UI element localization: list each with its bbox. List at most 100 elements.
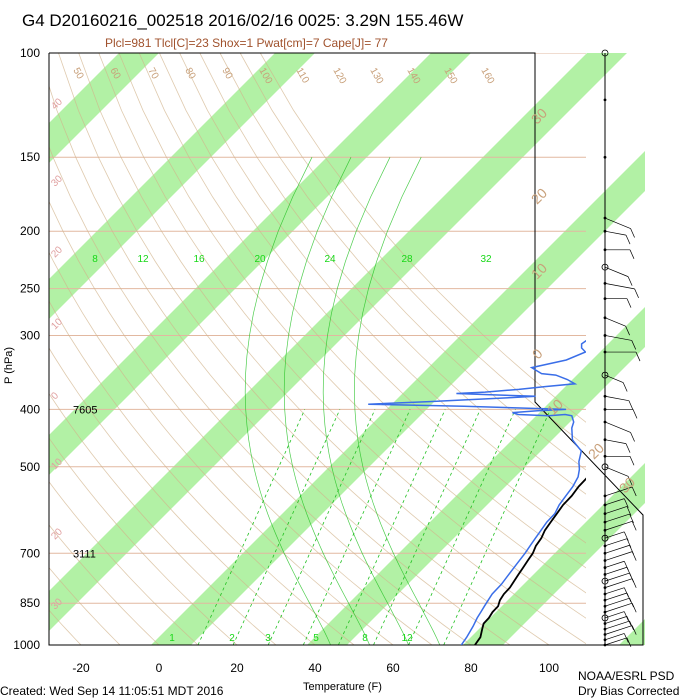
wind-barb xyxy=(604,283,635,290)
mixing-ratio-line xyxy=(338,409,446,645)
y-tick-label: 200 xyxy=(20,224,40,238)
dry-adiabat xyxy=(49,145,472,645)
mixing-ratio-line xyxy=(267,409,376,645)
mixing-ratio-lines xyxy=(197,157,551,645)
dry-adiabat xyxy=(49,567,121,645)
dry-adiabat xyxy=(49,300,355,645)
isotherm-band xyxy=(151,151,645,645)
sounding-series xyxy=(368,297,681,645)
dry-adiabat-label: 60 xyxy=(107,66,122,82)
wind-barb-feather xyxy=(625,326,630,336)
wind-barb-feather xyxy=(631,578,637,588)
wind-level-dot xyxy=(603,98,607,102)
wind-barb-feather xyxy=(626,298,632,308)
wind-barb-feather xyxy=(626,506,632,516)
dry-adiabat xyxy=(259,53,586,423)
wind-barb xyxy=(604,578,633,588)
dry-adiabat xyxy=(239,53,586,447)
dry-adiabat xyxy=(78,53,586,645)
wind-barb xyxy=(604,587,625,595)
mixing-ratio-bottom-label: 8 xyxy=(362,633,368,644)
wind-barb-feather xyxy=(629,598,634,608)
isotherm-band xyxy=(49,53,159,163)
mixing-ratio-label: 8 xyxy=(92,254,98,265)
dry-adiabat xyxy=(219,53,586,471)
y-axis-ticks: 100 150 200 250 300 400 500 700 850 1000 xyxy=(13,46,40,652)
wind-barb xyxy=(604,560,625,568)
moist-adiabat xyxy=(354,157,441,645)
mixing-ratio-label: 20 xyxy=(254,254,266,265)
wind-barb xyxy=(604,395,629,402)
left-temp-label: 30 xyxy=(49,173,65,189)
mixing-ratio-label: 32 xyxy=(480,254,492,265)
chart-subtitle: Plcl=981 Tlcl[C]=23 Shox=1 Pwat[cm]=7 Ca… xyxy=(105,36,388,50)
dry-adiabat xyxy=(49,347,316,645)
wind-barb-feather xyxy=(623,531,629,541)
isotherm-band xyxy=(49,53,471,475)
wind-barb xyxy=(604,513,630,523)
x-tick-label: -20 xyxy=(72,661,90,675)
wind-barb xyxy=(604,374,624,383)
wind-barb xyxy=(604,625,633,635)
wind-barb-feather xyxy=(630,228,635,238)
wind-barb-feather xyxy=(631,486,637,497)
calm-wind-marker xyxy=(601,263,609,271)
dry-adiabat-label: 160 xyxy=(478,66,496,86)
dry-adiabat-lines xyxy=(49,53,586,645)
mixing-ratio-label: 28 xyxy=(401,254,413,265)
mixing-ratio-bottom-label: 2 xyxy=(229,633,235,644)
moist-adiabat xyxy=(322,157,409,645)
x-tick-label: 20 xyxy=(230,661,244,675)
dry-adiabat-label: 50 xyxy=(70,66,85,82)
x-tick-label: 80 xyxy=(464,661,478,675)
wind-barb xyxy=(604,620,630,630)
x-tick-label: 40 xyxy=(308,661,322,675)
y-tick-label: 300 xyxy=(20,328,40,342)
wind-barb-feather xyxy=(627,476,633,486)
isotherm-band xyxy=(49,53,315,319)
skewed-temp-label: 0 xyxy=(529,345,546,362)
calm-wind-marker xyxy=(601,534,609,542)
mixing-ratio-bottom-label: 1 xyxy=(169,633,175,644)
calm-wind-marker xyxy=(601,49,609,57)
wind-barb xyxy=(604,531,625,539)
wind-barb xyxy=(604,611,625,619)
dry-adiabat xyxy=(49,392,277,645)
wind-barb-feather xyxy=(629,249,635,259)
wind-barb xyxy=(604,633,625,641)
wind-barb xyxy=(604,616,628,624)
wind-barb xyxy=(604,335,632,341)
dry-adiabat-label: 80 xyxy=(182,66,197,82)
wind-barb xyxy=(604,466,629,477)
wind-barb-feather xyxy=(623,611,629,621)
x-tick-label: 0 xyxy=(156,661,163,675)
mixing-ratio-line xyxy=(197,409,306,645)
wind-barb-feather xyxy=(629,456,635,466)
y-tick-label: 150 xyxy=(20,150,40,164)
dry-adiabat xyxy=(49,524,160,645)
wind-barb-feather xyxy=(631,603,637,613)
left-temp-label: 0 xyxy=(49,390,61,402)
y-tick-label: 500 xyxy=(20,460,40,474)
dry-adiabat xyxy=(49,481,199,645)
wind-barb xyxy=(604,544,630,554)
wind-barb xyxy=(604,506,628,514)
y-tick-label: 250 xyxy=(20,282,40,296)
mixing-ratio-label: 16 xyxy=(193,254,205,265)
wind-barb xyxy=(604,597,630,607)
wind-barb xyxy=(604,421,631,433)
y-tick-label: 100 xyxy=(20,46,40,60)
dewpoint-line xyxy=(368,339,586,645)
wind-barb-feather xyxy=(628,400,634,410)
parcel-line xyxy=(661,297,681,381)
mixing-ratio-line xyxy=(232,409,341,645)
temperature-line xyxy=(474,477,586,645)
wind-barb xyxy=(604,538,628,547)
wind-barb-column xyxy=(601,49,641,647)
dry-adiabat xyxy=(49,437,238,645)
wind-barb-feather xyxy=(631,521,637,531)
wind-barb-feather xyxy=(625,443,631,453)
dry-adiabat-label: 150 xyxy=(441,66,459,86)
y-tick-label: 1000 xyxy=(13,638,40,652)
dry-adiabat-label: 130 xyxy=(367,66,385,86)
